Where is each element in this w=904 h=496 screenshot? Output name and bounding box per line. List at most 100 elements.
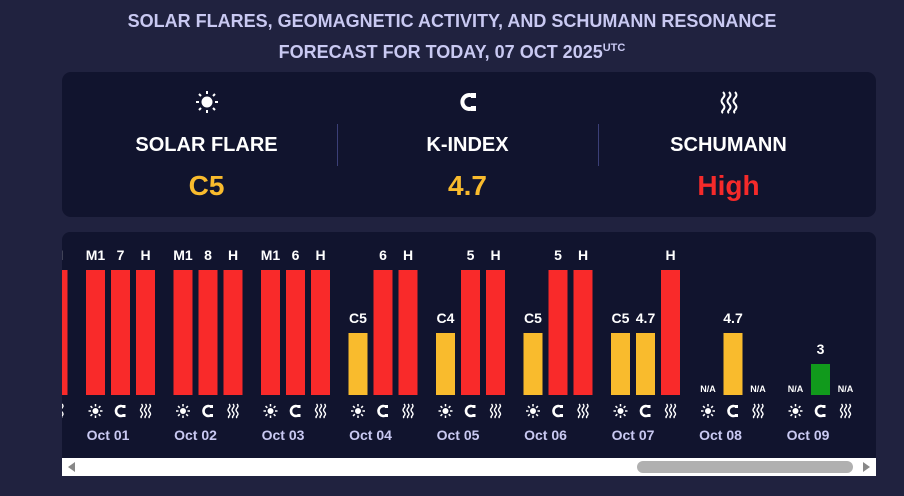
magnet — [727, 404, 738, 418]
bar — [611, 333, 630, 395]
sun-ray — [790, 413, 793, 417]
bar — [223, 270, 243, 395]
wave — [147, 403, 152, 419]
scroll-left[interactable] — [68, 462, 75, 472]
flare-icon — [526, 404, 540, 418]
wave — [752, 403, 756, 419]
bar — [723, 333, 743, 395]
wave — [322, 403, 327, 419]
schumann-icon — [577, 403, 589, 419]
schumann-icon — [139, 403, 152, 419]
scroll-right[interactable] — [863, 462, 870, 472]
bar-label: 5 — [554, 247, 562, 263]
magnet-tip — [472, 405, 476, 408]
title-suffix: UTC — [602, 42, 626, 54]
kindex-icon — [202, 404, 213, 418]
schumann-icon — [314, 403, 327, 419]
date-label: Oct 08 — [699, 427, 742, 443]
na-label: N/A — [750, 384, 766, 394]
bar-label: H — [403, 247, 413, 263]
magnet-tip — [735, 405, 738, 408]
magnet — [814, 404, 825, 418]
bar — [373, 270, 393, 395]
magnet — [289, 404, 300, 418]
kindex-value: 4.7 — [448, 170, 487, 201]
schumann-icon — [664, 403, 677, 419]
page-title: SOLAR FLARES, GEOMAGNETIC ACTIVITY, AND … — [0, 8, 904, 66]
sun-core — [705, 408, 711, 414]
sun-ray — [273, 413, 276, 417]
date-label: Oct 07 — [612, 427, 655, 443]
bar-label: H — [140, 247, 150, 263]
wave — [756, 403, 760, 419]
sun-ray — [360, 413, 364, 417]
magnet — [114, 404, 125, 418]
sun-ray — [352, 413, 356, 417]
magnet-tip — [822, 414, 826, 417]
sun-ray — [185, 405, 189, 409]
sun-ray — [185, 413, 189, 417]
sun-core — [267, 408, 274, 414]
sun-ray — [177, 413, 181, 417]
magnet-tip — [647, 405, 651, 408]
sun-ray — [448, 413, 451, 417]
wave — [760, 403, 764, 419]
bar-label: 8 — [204, 247, 212, 263]
bar — [86, 270, 105, 395]
schumann-icon — [839, 403, 852, 419]
sun-ray — [273, 405, 276, 409]
bar-label: C5 — [612, 310, 630, 326]
date-label: Oct 04 — [349, 427, 392, 443]
sun-ray — [440, 405, 443, 409]
magnet-tip — [385, 405, 388, 408]
kindex-icon — [289, 404, 301, 418]
bar — [461, 270, 480, 395]
bar — [198, 270, 218, 395]
bar-label: 6 — [292, 247, 300, 263]
solar-value: C5 — [188, 170, 225, 201]
bar — [436, 333, 455, 395]
magnet — [464, 404, 475, 418]
bar-label: M1 — [261, 247, 281, 263]
flare-icon — [613, 404, 628, 418]
scroll-thumb[interactable] — [637, 461, 853, 473]
bar-label: M1 — [173, 247, 193, 263]
wave — [489, 403, 494, 419]
wave — [406, 403, 410, 419]
bar — [111, 270, 130, 395]
bar-label: 5 — [467, 247, 475, 263]
sun-ray — [535, 405, 539, 409]
sun-ray — [360, 405, 364, 409]
flare-icon — [176, 404, 190, 418]
bar-label: H — [62, 247, 63, 263]
magnet-tip — [822, 405, 826, 408]
magnet-tip — [560, 414, 563, 417]
sun-core — [792, 408, 799, 414]
schumann-value: High — [697, 170, 760, 201]
kindex-icon — [464, 404, 476, 418]
bar — [286, 270, 305, 395]
divider — [598, 124, 599, 166]
bar — [548, 270, 568, 395]
wave — [410, 403, 414, 419]
sun-ray — [702, 413, 706, 417]
magnet-tip — [472, 414, 476, 417]
date-label: Oct 02 — [174, 427, 217, 443]
bar-label: H — [665, 247, 675, 263]
sun-core — [442, 408, 449, 414]
wave — [664, 403, 669, 419]
bar — [398, 270, 418, 395]
kindex-heading: K-INDEX — [426, 134, 509, 156]
bar-label: 6 — [379, 247, 387, 263]
schumann-icon — [752, 403, 764, 419]
sun-ray — [98, 413, 101, 417]
sun-core — [355, 408, 361, 414]
sun-ray — [265, 405, 268, 409]
sun-ray — [352, 405, 356, 409]
bar — [261, 270, 280, 395]
wave — [577, 403, 581, 419]
schumann-heading: SCHUMANN — [670, 134, 787, 156]
wave — [227, 403, 231, 419]
waves-icon — [720, 91, 738, 114]
bar — [136, 270, 155, 395]
